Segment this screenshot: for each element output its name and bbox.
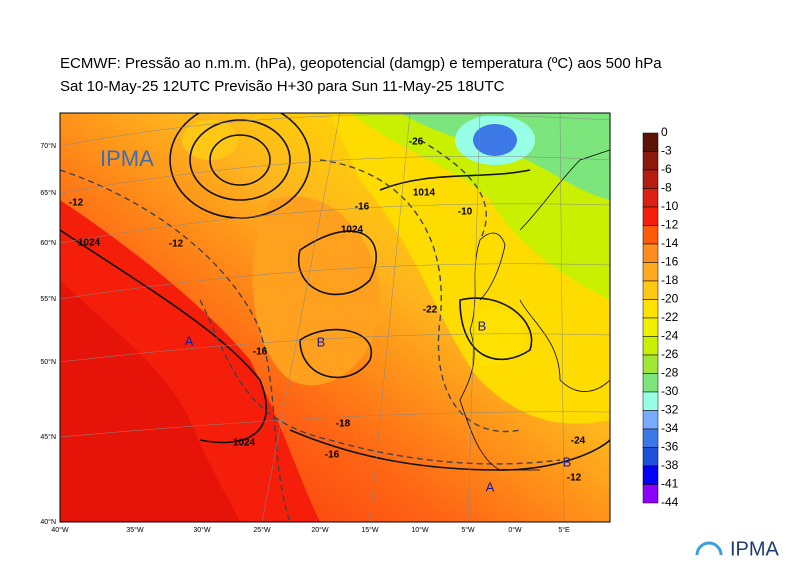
colorbar-label: -10 bbox=[661, 199, 679, 213]
pressure-center: B bbox=[563, 454, 572, 469]
lat-label: 50°N bbox=[40, 358, 56, 366]
temp-region bbox=[182, 120, 238, 160]
temp-region bbox=[460, 309, 523, 366]
colorbar-label: -28 bbox=[661, 366, 679, 380]
contour-label: 1024 bbox=[341, 225, 364, 236]
colorbar-label: -20 bbox=[661, 292, 679, 306]
colorbar-swatch bbox=[642, 484, 659, 504]
colorbar-label: -26 bbox=[661, 347, 679, 361]
contour-label: 1024 bbox=[78, 238, 101, 249]
lat-label: 55°N bbox=[40, 295, 56, 303]
colorbar-label: -16 bbox=[661, 255, 679, 269]
colorbar-swatch bbox=[642, 280, 659, 300]
contour-label: -16 bbox=[355, 202, 370, 213]
lon-label: 5°W bbox=[461, 526, 475, 534]
colorbar-swatch bbox=[642, 243, 659, 263]
colorbar-swatch bbox=[642, 151, 659, 171]
colorbar-swatch bbox=[642, 299, 659, 319]
colorbar-label: -14 bbox=[661, 236, 679, 250]
colorbar-swatch bbox=[642, 391, 659, 411]
colorbar-swatch bbox=[642, 317, 659, 337]
colorbar-swatch bbox=[642, 465, 659, 485]
contour-label: -10 bbox=[458, 207, 473, 218]
warm-region bbox=[60, 280, 240, 522]
lon-label: 30°W bbox=[193, 526, 211, 534]
colorbar-swatch bbox=[642, 132, 659, 152]
colorbar-label: -41 bbox=[661, 477, 679, 491]
colorbar-label: -22 bbox=[661, 310, 679, 324]
colorbar-label: -38 bbox=[661, 458, 679, 472]
contour-label: -12 bbox=[69, 198, 84, 209]
contour-label: -12 bbox=[567, 473, 582, 484]
cold-core bbox=[473, 124, 517, 156]
colorbar-swatch bbox=[642, 354, 659, 374]
lon-label: 5°E bbox=[558, 526, 570, 534]
colorbar-label: -24 bbox=[661, 329, 679, 343]
colorbar-swatch bbox=[642, 169, 659, 189]
colorbar-label: 0 bbox=[661, 125, 668, 139]
logo-icon bbox=[695, 541, 723, 556]
contour-label: 1014 bbox=[413, 188, 436, 199]
lon-label: 20°W bbox=[311, 526, 329, 534]
colorbar-swatch bbox=[642, 336, 659, 356]
colorbar-swatch bbox=[642, 188, 659, 208]
contour-label: -22 bbox=[423, 305, 438, 316]
subtitle: Sat 10-May-25 12UTC Previsão H+30 para S… bbox=[60, 78, 505, 95]
lon-label: 25°W bbox=[253, 526, 271, 534]
contour-label: -24 bbox=[571, 436, 586, 447]
colorbar-swatch bbox=[642, 428, 659, 448]
graticule bbox=[60, 113, 610, 522]
lat-label: 40°N bbox=[40, 518, 56, 526]
colorbar-swatch bbox=[642, 206, 659, 226]
contour-label: -12 bbox=[169, 239, 184, 250]
lat-label: 45°N bbox=[40, 433, 56, 441]
lon-label: 35°W bbox=[126, 526, 144, 534]
colorbar-swatch bbox=[642, 373, 659, 393]
colorbar-swatch bbox=[642, 410, 659, 430]
lat-label: 70°N bbox=[40, 142, 56, 150]
colorbar-label: -44 bbox=[661, 495, 679, 509]
colorbar-swatch bbox=[642, 262, 659, 282]
colorbar-label: -32 bbox=[661, 403, 679, 417]
colorbar-label: -6 bbox=[661, 162, 672, 176]
pressure-center: A bbox=[486, 479, 495, 494]
contour-label: -18 bbox=[336, 419, 351, 430]
colorbar-label: -18 bbox=[661, 273, 679, 287]
contour-label: -26 bbox=[409, 137, 424, 148]
lon-label: 15°W bbox=[361, 526, 379, 534]
lon-label: 10°W bbox=[411, 526, 429, 534]
colorbar-label: -8 bbox=[661, 181, 672, 195]
temp-region bbox=[400, 113, 610, 200]
lon-label: 40°W bbox=[51, 526, 69, 534]
lat-label: 60°N bbox=[40, 239, 56, 247]
contour-label: -16 bbox=[325, 450, 340, 461]
map-frame bbox=[59, 112, 611, 523]
map bbox=[60, 113, 610, 522]
colorbar-label: -36 bbox=[661, 440, 679, 454]
pressure-center: B bbox=[317, 334, 326, 349]
title: ECMWF: Pressão ao n.m.m. (hPa), geopoten… bbox=[60, 55, 662, 72]
colorbar-label: -3 bbox=[661, 144, 672, 158]
colorbar-label: -34 bbox=[661, 421, 679, 435]
colorbar-label: -30 bbox=[661, 384, 679, 398]
geopotential bbox=[60, 139, 561, 522]
logo: IPMA bbox=[100, 146, 154, 171]
colorbar-swatch bbox=[642, 447, 659, 467]
contour-label: -16 bbox=[253, 347, 268, 358]
lat-label: 65°N bbox=[40, 189, 56, 197]
isobars bbox=[60, 113, 610, 471]
contour-label: 1024 bbox=[233, 438, 256, 449]
colorbar-swatch bbox=[642, 225, 659, 245]
pressure-center: A bbox=[185, 333, 194, 348]
colorbar-label: -12 bbox=[661, 218, 679, 232]
pressure-center: B bbox=[478, 318, 487, 333]
logo: IPMA bbox=[730, 538, 780, 560]
lon-label: 0°W bbox=[508, 526, 522, 534]
